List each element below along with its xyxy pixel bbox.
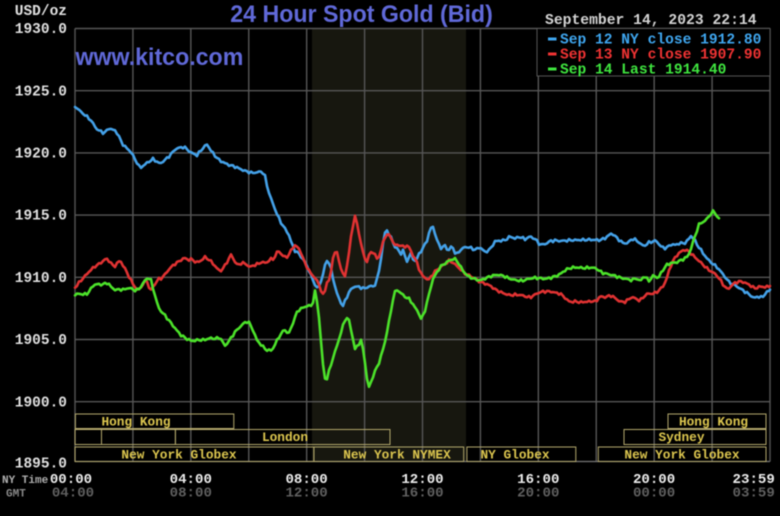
svg-text:20:00: 20:00 xyxy=(633,472,675,488)
svg-text:USD/oz: USD/oz xyxy=(15,4,67,20)
svg-text:20:00: 20:00 xyxy=(517,486,559,502)
svg-text:Sep 14 Last 1914.40: Sep 14 Last 1914.40 xyxy=(560,63,726,79)
svg-text:Sep 12 NY close 1912.80: Sep 12 NY close 1912.80 xyxy=(560,33,761,49)
svg-text:Sep 13 NY close 1907.90: Sep 13 NY close 1907.90 xyxy=(560,48,761,64)
svg-text:08:00: 08:00 xyxy=(170,486,212,502)
svg-text:GMT: GMT xyxy=(6,489,26,501)
svg-text:September 14, 2023 22:14: September 14, 2023 22:14 xyxy=(545,13,757,29)
svg-text:Hong Kong: Hong Kong xyxy=(101,414,170,429)
svg-text:00:00: 00:00 xyxy=(633,486,675,502)
svg-text:23:59: 23:59 xyxy=(733,472,775,488)
svg-text:1920.0: 1920.0 xyxy=(15,147,67,163)
svg-text:www.kitco.com: www.kitco.com xyxy=(75,44,244,71)
svg-text:04:00: 04:00 xyxy=(52,486,94,502)
svg-text:03:59: 03:59 xyxy=(733,486,775,502)
svg-text:04:00: 04:00 xyxy=(170,472,212,488)
svg-text:1915.0: 1915.0 xyxy=(15,209,67,225)
svg-text:New York Globex: New York Globex xyxy=(624,447,740,462)
svg-text:1895.0: 1895.0 xyxy=(15,457,67,473)
svg-text:24 Hour Spot Gold (Bid): 24 Hour Spot Gold (Bid) xyxy=(230,1,493,28)
svg-text:1910.0: 1910.0 xyxy=(15,271,67,287)
svg-text:1900.0: 1900.0 xyxy=(15,395,67,411)
svg-text:16:00: 16:00 xyxy=(401,486,443,502)
svg-text:08:00: 08:00 xyxy=(285,472,327,488)
svg-text:NY Time: NY Time xyxy=(2,475,49,487)
svg-text:NY Globex: NY Globex xyxy=(480,447,549,462)
svg-text:Hong Kong: Hong Kong xyxy=(679,414,748,429)
svg-text:London: London xyxy=(262,430,308,445)
svg-text:1905.0: 1905.0 xyxy=(15,333,67,349)
svg-text:1925.0: 1925.0 xyxy=(15,84,67,100)
svg-text:1930.0: 1930.0 xyxy=(15,22,67,38)
svg-text:New York Globex: New York Globex xyxy=(121,447,237,462)
svg-text:00:00: 00:00 xyxy=(50,472,92,488)
svg-text:12:00: 12:00 xyxy=(285,486,327,502)
svg-text:12:00: 12:00 xyxy=(401,472,443,488)
svg-text:Sydney: Sydney xyxy=(658,430,704,445)
svg-text:New York NYMEX: New York NYMEX xyxy=(343,447,451,462)
svg-text:16:00: 16:00 xyxy=(517,472,559,488)
